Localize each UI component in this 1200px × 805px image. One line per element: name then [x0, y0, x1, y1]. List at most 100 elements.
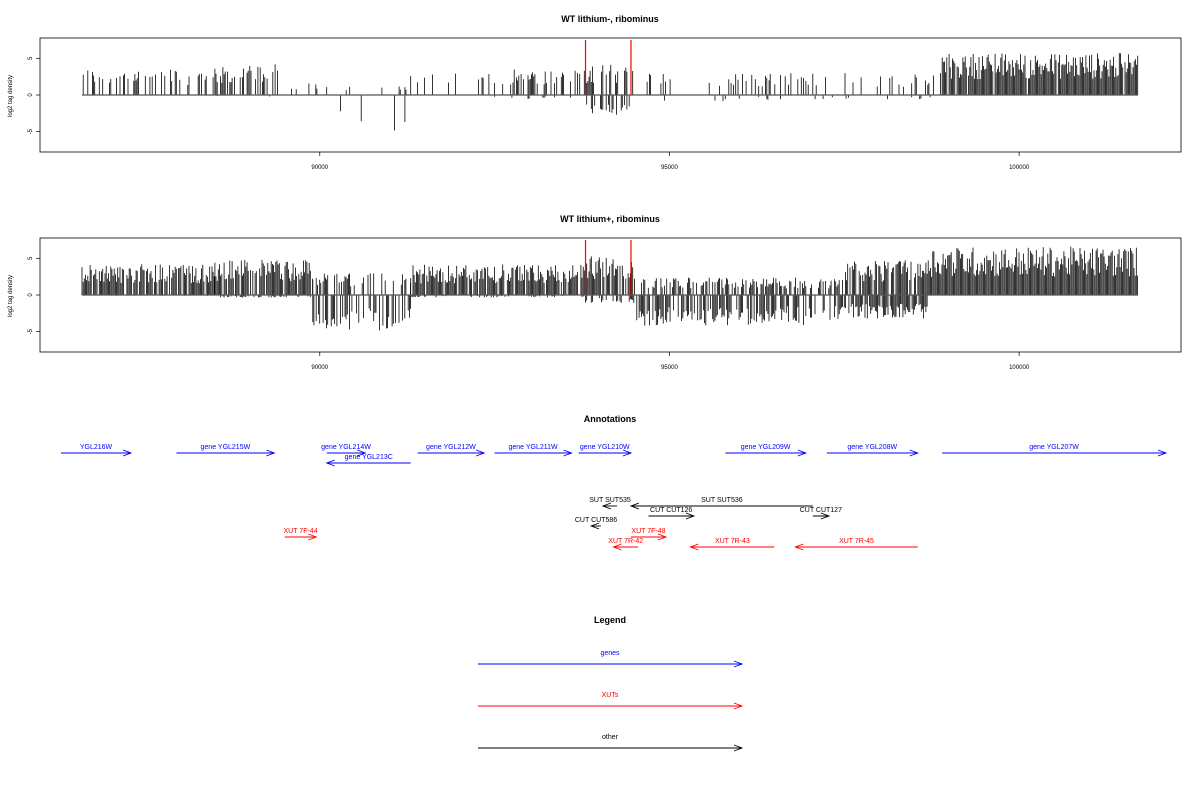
feature-label: SUT SUT536 [701, 497, 743, 504]
feature-label: CUT CUT126 [650, 507, 692, 514]
x-tick-label-0: 90000 [311, 165, 328, 171]
bar-series [82, 53, 1139, 131]
feature-label: YGL216W [80, 444, 113, 451]
feature-arrowhead [1157, 449, 1168, 457]
legend-items: genes XUTs other [478, 650, 744, 752]
feature-arrowhead [909, 449, 919, 457]
feature-sut-sut536: SUT SUT536 [629, 497, 813, 510]
track-panel-lithium-plus: WT lithium+, ribominus log2 tag density … [8, 214, 1182, 371]
feature-arrowhead [325, 459, 335, 467]
feature-label: gene YGL207W [1029, 444, 1079, 451]
feature-gene-ygl212w: gene YGL212W [417, 444, 486, 457]
y-tick-label-1: 0 [28, 93, 34, 97]
legend-item-other: other [478, 734, 744, 752]
x-tick-label-1: 95000 [661, 365, 678, 371]
y-tick-label-2: 5 [28, 56, 34, 60]
feature-arrowhead [622, 449, 633, 457]
feature-arrowhead [685, 512, 696, 520]
feature-cut-cut127: CUT CUT127 [800, 507, 842, 520]
feature-label: gene YGL210W [580, 444, 630, 451]
feature-xut-7r-43: XUT 7R-43 [689, 538, 775, 551]
feature-arrowhead [475, 449, 486, 457]
feature-label: XUT 7F-44 [283, 528, 317, 535]
feature-arrowhead [629, 502, 640, 510]
legend-label: genes [600, 650, 620, 657]
y-tick-label-0: -5 [28, 128, 34, 134]
feature-xut-7f-44: XUT 7F-44 [283, 528, 318, 541]
legend-title: Legend [594, 615, 626, 625]
x-tick-label-2: 100000 [1009, 365, 1030, 371]
feature-sut-sut535: SUT SUT535 [589, 497, 631, 510]
feature-gene-ygl213c: gene YGL213C [325, 454, 411, 467]
feature-label: gene YGL209W [741, 444, 791, 451]
legend-label: XUTs [602, 692, 619, 699]
feature-xut-7r-45: XUT 7R-45 [794, 538, 918, 551]
feature-arrowhead [122, 449, 133, 457]
feature-label: gene YGL212W [426, 444, 476, 451]
feature-arrowhead [689, 543, 699, 551]
x-axis: 90000 95000 100000 [311, 152, 1030, 171]
panel-title: WT lithium+, ribominus [560, 214, 660, 224]
feature-gene-ygl210w: gene YGL210W [578, 444, 633, 457]
feature-arrowhead [357, 449, 367, 457]
feature-arrowhead [601, 502, 612, 510]
feature-arrowhead [563, 449, 573, 457]
feature-label: XUT 7F-48 [631, 528, 665, 535]
feature-label: CUT CUT127 [800, 507, 842, 514]
annotations-title: Annotations [584, 414, 637, 424]
bar-series [81, 246, 1138, 331]
legend-item-genes: genes [478, 650, 744, 668]
annotations-track: Annotations YGL216W gene YGL215W gene YGL2… [61, 414, 1168, 551]
feature-arrowhead [794, 543, 804, 551]
y-axis-label: log2 tag density [8, 75, 14, 117]
x-axis: 90000 95000 100000 [311, 352, 1030, 371]
highlight-marks [584, 40, 632, 95]
feature-label: gene YGL214W [321, 444, 371, 451]
feature-arrowhead [266, 449, 276, 457]
feature-arrowhead [589, 522, 600, 530]
y-tick-label-1: 0 [28, 293, 34, 297]
feature-gene-ygl208w: gene YGL208W [826, 444, 919, 457]
feature-xut-7f-48: XUT 7F-48 [630, 528, 668, 541]
y-axis: -5 0 5 [28, 56, 40, 134]
feature-label: gene YGL215W [201, 444, 251, 451]
feature-label: XUT 7R-45 [839, 538, 874, 545]
legend-arrowhead [733, 702, 744, 710]
feature-label: XUT 7R-43 [715, 538, 750, 545]
feature-arrowhead [820, 512, 831, 520]
feature-gene-ygl207w: gene YGL207W [942, 444, 1168, 457]
feature-cut-cut586: CUT CUT586 [575, 517, 617, 530]
feature-gene-ygl214w: gene YGL214W [321, 444, 371, 457]
feature-label: gene YGL211W [508, 444, 558, 451]
y-axis: -5 0 5 [28, 256, 40, 334]
feature-gene-ygl209w: gene YGL209W [725, 444, 808, 457]
legend-label: other [602, 734, 619, 741]
legend-arrowhead [733, 744, 744, 752]
y-axis-label: log2 tag density [8, 275, 14, 317]
x-tick-label-1: 95000 [661, 165, 678, 171]
feature-arrowhead [612, 543, 622, 551]
track-panel-lithium-minus: WT lithium-, ribominus log2 tag density … [8, 14, 1182, 171]
feature-arrowhead [657, 533, 668, 541]
legend: Legend genes XUTs other [478, 615, 744, 752]
feature-gene-ygl215w: gene YGL215W [176, 444, 276, 457]
legend-item-xuts: XUTs [478, 692, 744, 710]
x-tick-label-0: 90000 [311, 365, 328, 371]
x-tick-label-2: 100000 [1009, 165, 1030, 171]
panel-title: WT lithium-, ribominus [561, 14, 659, 24]
feature-gene-ygl211w: gene YGL211W [494, 444, 573, 457]
y-tick-label-0: -5 [28, 328, 34, 334]
feature-xut-7r-42: XUT 7R-42 [608, 538, 643, 551]
feature-cut-cut126: CUT CUT126 [648, 507, 696, 520]
feature-label: gene YGL208W [847, 444, 897, 451]
feature-gene-ygl216w: YGL216W [61, 444, 133, 457]
feature-label: CUT CUT586 [575, 517, 617, 524]
feature-arrowhead [797, 449, 808, 457]
feature-label: XUT 7R-42 [608, 538, 643, 545]
highlight-marks [584, 240, 632, 295]
feature-arrowhead [308, 533, 318, 541]
y-tick-label-2: 5 [28, 256, 34, 260]
feature-label: gene YGL213C [345, 454, 393, 461]
